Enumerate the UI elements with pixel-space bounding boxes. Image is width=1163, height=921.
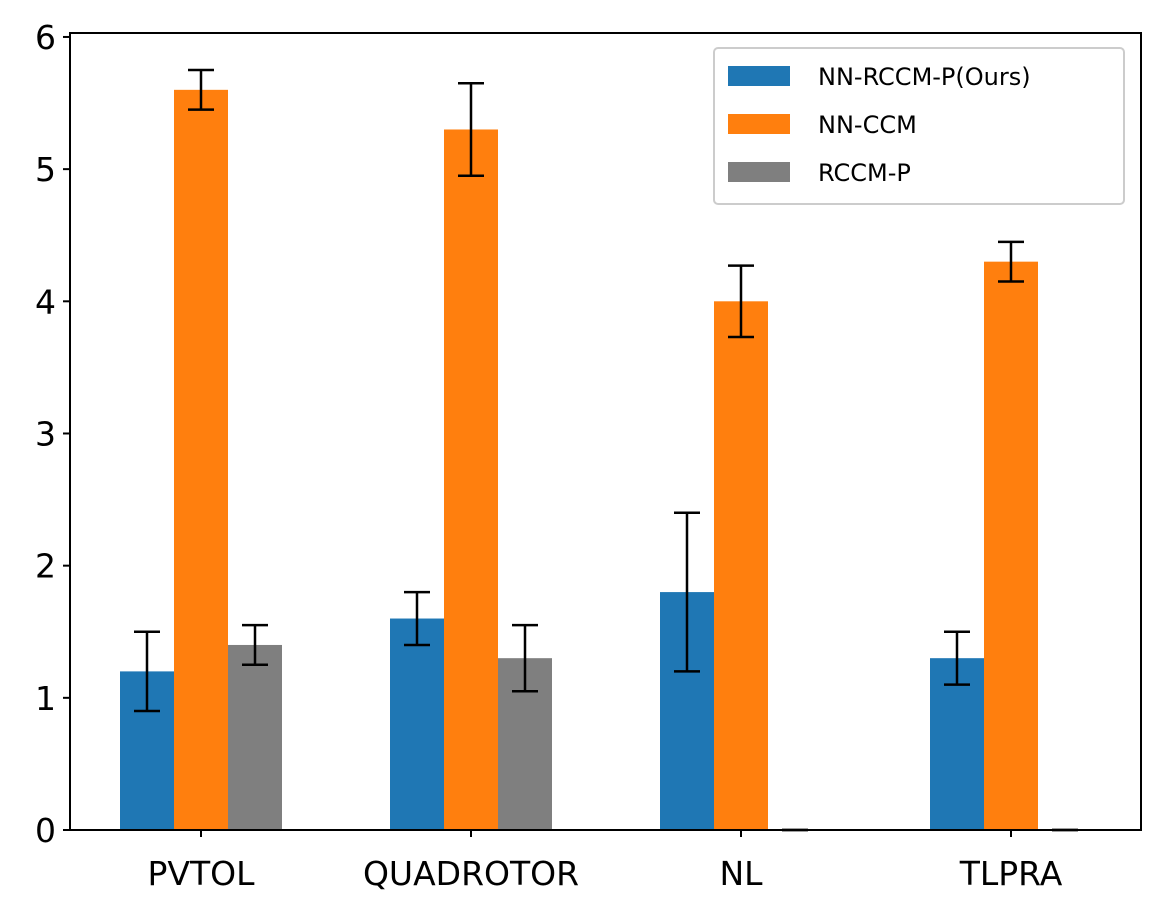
legend-frame bbox=[713, 47, 1125, 205]
legend-label-series-3: RCCM-P bbox=[818, 159, 911, 187]
bars-layer bbox=[120, 89, 1092, 831]
x-tick-label-pvtol: PVTOL bbox=[148, 854, 256, 893]
y-tick-label-1: 1 bbox=[35, 679, 56, 718]
y-tick-label-2: 2 bbox=[35, 547, 56, 586]
errorbar-tlpra-series-1 bbox=[944, 630, 970, 686]
x-tick-label-quadrotor: QUADROTOR bbox=[363, 854, 579, 893]
legend-swatch-series-2 bbox=[728, 114, 790, 134]
bar-quadrotor-series-2 bbox=[444, 129, 498, 830]
bar-pvtol-series-3 bbox=[228, 644, 282, 830]
y-tick-label-3: 3 bbox=[35, 414, 56, 453]
y-tick-label-6: 6 bbox=[35, 18, 56, 57]
errorbar-quadrotor-series-1 bbox=[404, 590, 430, 647]
x-tick-label-tlpra: TLPRA bbox=[959, 854, 1063, 893]
y-tick-label-4: 4 bbox=[35, 282, 56, 321]
legend-label-series-1: NN-RCCM-P(Ours) bbox=[818, 63, 1031, 91]
y-axis: 0 1 2 3 4 5 6 bbox=[35, 18, 70, 850]
errorbar-quadrotor-series-2 bbox=[458, 81, 484, 177]
errorbar-pvtol-series-2 bbox=[188, 68, 214, 111]
bar-quadrotor-series-1 bbox=[390, 618, 444, 830]
errorbar-pvtol-series-3 bbox=[242, 623, 268, 667]
legend-label-series-2: NN-CCM bbox=[818, 111, 917, 139]
errorbar-tlpra-series-2 bbox=[998, 240, 1024, 283]
legend-swatch-series-1 bbox=[728, 66, 790, 86]
errorbar-nl-series-2 bbox=[728, 264, 754, 339]
x-tick-label-nl: NL bbox=[719, 854, 763, 893]
legend-swatch-series-3 bbox=[728, 162, 790, 182]
bar-tlpra-series-2 bbox=[984, 261, 1038, 830]
errorbar-pvtol-series-1 bbox=[134, 630, 160, 713]
errorbar-quadrotor-series-3 bbox=[512, 623, 538, 693]
y-tick-label-0: 0 bbox=[35, 811, 56, 850]
bar-pvtol-series-2 bbox=[174, 89, 228, 830]
errorbars-layer bbox=[134, 68, 1078, 832]
bar-tlpra-series-1 bbox=[930, 658, 984, 830]
axes-frame bbox=[69, 32, 1142, 831]
y-tick-label-5: 5 bbox=[35, 150, 56, 189]
errorbar-nl-series-1 bbox=[674, 511, 700, 673]
legend: NN-RCCM-P(Ours) NN-CCM RCCM-P bbox=[713, 47, 1125, 205]
bar-nl-series-2 bbox=[714, 301, 768, 830]
x-axis: PVTOL QUADROTOR NL TLPRA bbox=[148, 830, 1063, 893]
